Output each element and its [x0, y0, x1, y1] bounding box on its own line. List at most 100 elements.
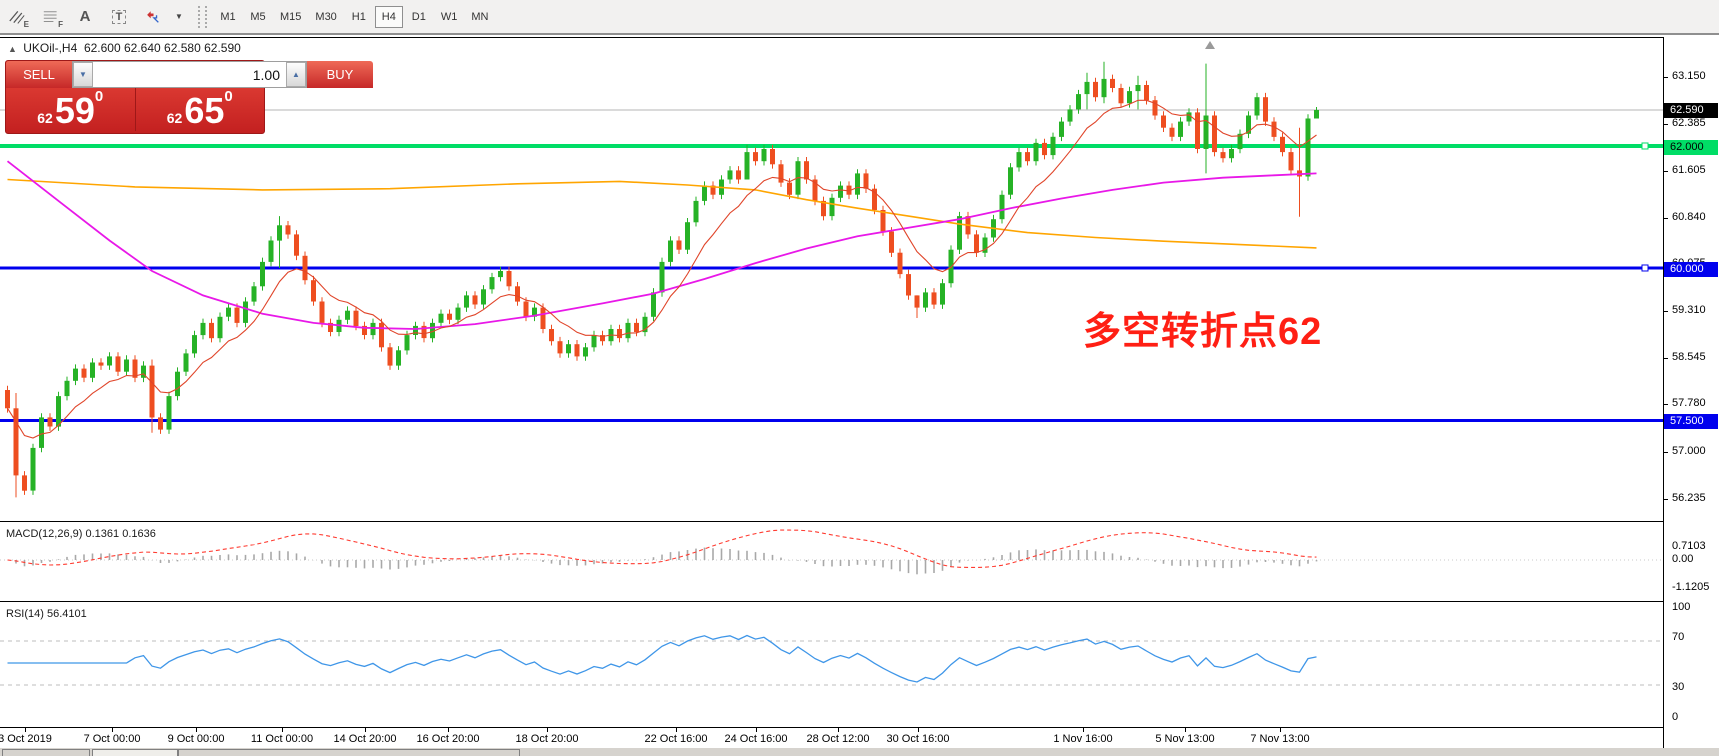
rsi-axis-label: 100	[1672, 601, 1691, 613]
macd-indicator-pane[interactable]	[0, 525, 1663, 601]
price-tick-label: 61.605	[1672, 164, 1706, 177]
arrow-objects-dropdown-icon[interactable]: ▼	[172, 4, 186, 30]
channel-lines-glyph	[9, 10, 25, 24]
price-level-label-60.000: 60.000	[1664, 261, 1718, 277]
price-tick-label: 62.385	[1672, 116, 1706, 129]
main-price-chart[interactable]	[0, 38, 1663, 521]
price-tick-label: 57.780	[1672, 397, 1706, 410]
ohlc-high: 62.640	[124, 41, 161, 55]
timeframe-button-h4[interactable]: H4	[374, 5, 403, 28]
sell-price-display[interactable]: 62 59 0	[6, 88, 136, 131]
equidistant-channel-icon[interactable]: E	[2, 4, 32, 30]
ohlc-close: 62.590	[204, 41, 241, 55]
rsi-value: 56.4101	[46, 608, 87, 620]
timeframe-button-h1[interactable]: H1	[345, 6, 373, 28]
price-tick-mark	[1664, 171, 1668, 173]
price-tick-label: 58.545	[1672, 350, 1706, 363]
macd-signal-line	[7, 529, 1317, 569]
arrow-objects-icon[interactable]	[138, 4, 168, 30]
time-tick-label: 1 Nov 16:00	[1053, 733, 1113, 745]
bull-candles	[30, 78, 1319, 491]
time-tick-mark	[838, 728, 839, 732]
macd-label: MACD(12,26,9) 0.1361 0.1636	[6, 528, 156, 540]
time-tick-mark	[112, 728, 113, 732]
time-tick-label: 9 Oct 00:00	[167, 733, 225, 745]
price-tick-mark	[1664, 498, 1668, 500]
sell-price-big-figure: 62	[37, 110, 53, 126]
toolbar-grip[interactable]	[198, 5, 207, 28]
time-tick-mark	[756, 728, 757, 732]
time-tick-mark	[918, 728, 919, 732]
timeframe-button-w1[interactable]: W1	[435, 6, 464, 28]
buy-price-pipette: 0	[224, 88, 233, 105]
price-axis[interactable]: 63.15062.38561.60560.84060.07559.31058.5…	[1664, 37, 1719, 748]
text-label-icon[interactable]: T	[104, 4, 134, 30]
buy-button[interactable]: BUY	[307, 61, 373, 88]
chart-annotation-text[interactable]: 多空转折点62	[1083, 311, 1323, 353]
timeframe-button-m15[interactable]: M15	[274, 6, 307, 28]
time-tick-mark	[1280, 728, 1281, 732]
ohlc-low: 62.580	[164, 41, 201, 55]
window-tab[interactable]	[178, 749, 520, 756]
chart-title: ▲ UKOil-,H4 62.600 62.640 62.580 62.590	[8, 41, 241, 55]
sell-price-pips: 59	[54, 90, 95, 131]
timeframe-bar: M1 M5 M15 M30 H1 H4 D1 W1 MN	[213, 5, 495, 28]
time-tick-label: 7 Nov 13:00	[1250, 733, 1310, 745]
hline-handle[interactable]	[1641, 264, 1649, 272]
rsi-line	[7, 634, 1317, 683]
price-tick-label: 63.150	[1672, 69, 1706, 82]
fibo-letter: F	[58, 19, 63, 29]
rsi-axis-label: 0	[1672, 711, 1679, 723]
fibonacci-grid-icon[interactable]: F	[36, 4, 66, 30]
fibo-grid-glyph	[43, 10, 57, 22]
chart-border-right	[1663, 37, 1664, 748]
time-tick-mark	[547, 728, 548, 732]
time-tick-label: 16 Oct 20:00	[416, 733, 480, 745]
time-axis[interactable]: 3 Oct 2019 7 Oct 00:00 9 Oct 00:00 11 Oct 0…	[0, 728, 1663, 748]
volume-increase-icon[interactable]: ▲	[286, 62, 306, 87]
price-tick-mark	[1664, 123, 1668, 125]
price-tick-mark	[1664, 451, 1668, 453]
price-level-label-62.000: 62.000	[1664, 139, 1718, 155]
window-tab[interactable]	[2, 749, 90, 756]
price-tick-mark	[1664, 404, 1668, 406]
volume-decrease-icon[interactable]: ▼	[73, 62, 93, 87]
timeframe-button-m1[interactable]: M1	[214, 6, 242, 28]
time-tick-mark	[365, 728, 366, 732]
time-tick-mark	[196, 728, 197, 732]
rsi-indicator-pane[interactable]	[0, 605, 1663, 727]
buy-price-display[interactable]: 62 65 0	[136, 88, 265, 131]
time-tick-mark	[282, 728, 283, 732]
sell-button[interactable]: SELL	[6, 61, 72, 88]
volume-stepper: ▼ ▲	[72, 61, 307, 88]
macd-axis-label: 0.7103	[1672, 540, 1706, 552]
window-tab[interactable]	[92, 749, 178, 756]
time-tick-label: 14 Oct 20:00	[333, 733, 397, 745]
time-tick-label: 5 Nov 13:00	[1155, 733, 1215, 745]
timeframe-button-d1[interactable]: D1	[405, 6, 433, 28]
ma-red-line	[7, 99, 1317, 439]
symbol-marker-icon: ▲	[8, 44, 17, 54]
time-tick-label: 22 Oct 16:00	[644, 733, 708, 745]
window-tabs-strip	[0, 748, 1719, 756]
rsi-axis-label: 30	[1672, 681, 1685, 693]
text-icon[interactable]: A	[70, 4, 100, 30]
time-tick-label: 3 Oct 2019	[0, 733, 52, 745]
timeframe-button-m30[interactable]: M30	[309, 6, 342, 28]
price-tick-mark	[1664, 357, 1668, 359]
current-price-label: 62.590	[1664, 103, 1718, 118]
macd-axis-label: 0.00	[1672, 553, 1694, 565]
chart-shift-marker-icon[interactable]	[1205, 41, 1215, 49]
macd-histogram	[15, 547, 1318, 575]
time-tick-label: 28 Oct 12:00	[806, 733, 870, 745]
buy-price-pips: 65	[184, 90, 225, 131]
timeframe-button-mn[interactable]: MN	[465, 6, 494, 28]
price-tick-mark	[1664, 311, 1668, 313]
hline-handle[interactable]	[1641, 142, 1649, 150]
volume-input[interactable]	[93, 62, 286, 87]
bear-candles	[5, 78, 1302, 491]
ma-orange-line	[7, 178, 1317, 249]
price-tick-label: 59.310	[1672, 304, 1706, 317]
timeframe-button-m5[interactable]: M5	[244, 6, 272, 28]
time-tick-label: 7 Oct 00:00	[83, 733, 141, 745]
